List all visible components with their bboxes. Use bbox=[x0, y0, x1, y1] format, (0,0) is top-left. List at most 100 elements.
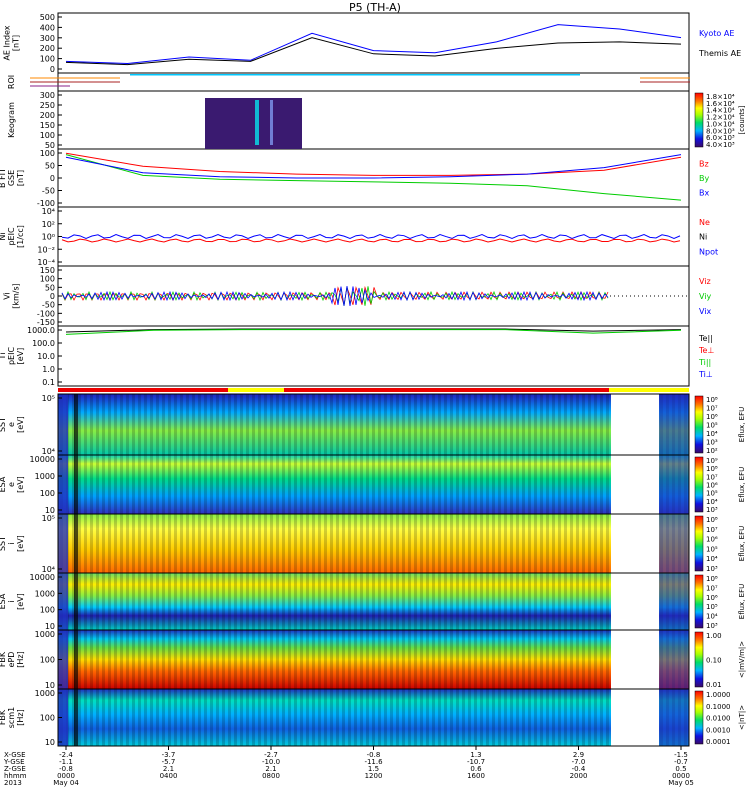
colorbar-label: [counts] bbox=[738, 105, 746, 134]
colorbar-tick: 10⁷ bbox=[706, 584, 718, 592]
xtick-date: May 05 bbox=[668, 779, 694, 787]
panel-frame bbox=[57, 12, 690, 74]
series-te- bbox=[65, 328, 682, 333]
legend-bfit: Bz bbox=[699, 160, 709, 169]
ytick-label: -50 bbox=[42, 187, 55, 196]
colorbar-tick: 0.0100 bbox=[706, 715, 731, 723]
ytick-label: 1000.0 bbox=[27, 326, 55, 335]
boundary-line bbox=[74, 514, 78, 573]
colorbar-tick: 10⁴ bbox=[706, 498, 718, 506]
ytick-label: 0.1 bbox=[42, 378, 55, 387]
spectrogram-texture bbox=[58, 630, 689, 689]
colorbar-tick: 10³ bbox=[706, 506, 718, 514]
ytick-label: 0 bbox=[50, 292, 55, 301]
data-gap bbox=[611, 689, 659, 746]
series-bx bbox=[65, 154, 682, 179]
ylabel-line: i bbox=[7, 600, 16, 602]
spectrogram-texture bbox=[58, 573, 689, 630]
ylabel-line: FBK bbox=[0, 651, 7, 667]
colorbar-label: Eflux, EFU bbox=[738, 467, 746, 502]
ylabel-esa_e: ESAe[eV] bbox=[0, 476, 25, 493]
colorbar-fbk_e12 bbox=[694, 631, 704, 688]
colorbar-label: <|nT|> bbox=[738, 705, 746, 730]
colorbar-tick: 10⁷ bbox=[706, 405, 718, 413]
colorbar-tick: 0.10 bbox=[706, 657, 722, 665]
colorbar-label: Eflux, EFU bbox=[738, 584, 746, 619]
keogram-image bbox=[205, 98, 302, 149]
ylabel-line: [eV] bbox=[16, 476, 25, 493]
ytick-label: 300 bbox=[40, 34, 55, 43]
ylabel-line: Vi bbox=[3, 292, 12, 300]
xtick-date: May 04 bbox=[53, 779, 79, 787]
boundary-line bbox=[74, 455, 78, 514]
colorbar-tick: 10² bbox=[706, 447, 718, 455]
data-gap bbox=[611, 394, 659, 455]
legend-ni: Npot bbox=[699, 247, 718, 256]
series-bz bbox=[65, 152, 682, 176]
ylabel-ae: AE Index[nT] bbox=[3, 25, 21, 60]
data-gap bbox=[611, 573, 659, 630]
colorbar-label: <|mV/m|> bbox=[738, 641, 746, 678]
data-gap bbox=[611, 455, 659, 514]
ytick-label: 300 bbox=[40, 91, 55, 100]
boundary-band bbox=[659, 514, 689, 573]
state-bar-red bbox=[284, 388, 609, 392]
ytick-label: 50 bbox=[45, 141, 55, 150]
colorbar-tick: 1.2×10⁴ bbox=[706, 114, 735, 122]
ytick-label: 100 bbox=[40, 55, 55, 64]
ylabel-line: [eV] bbox=[16, 416, 25, 433]
boundary-band bbox=[58, 573, 68, 630]
boundary-band bbox=[58, 689, 68, 746]
colorbar-tick: 10⁶ bbox=[706, 536, 718, 544]
roi-bar bbox=[130, 74, 580, 76]
xtick-value: -10.7 bbox=[467, 758, 485, 766]
panel-sst_e: SSTe[eV]10⁵10⁴10⁸10⁷10⁶10⁵10⁴10³10²Eflux… bbox=[0, 393, 746, 456]
ylabel-line: [eV] bbox=[16, 593, 25, 610]
ylabel-line: [Hz] bbox=[16, 709, 25, 725]
xtick-value: 2.9 bbox=[573, 751, 584, 759]
panel-keogram: Keogram300250200150100501.8×10⁴1.6×10⁴1.… bbox=[7, 90, 746, 150]
ytick-label: -150 bbox=[37, 318, 55, 327]
xtick-value: 1200 bbox=[365, 772, 383, 780]
xtick-value: 1600 bbox=[467, 772, 485, 780]
xtick-value: -0.7 bbox=[674, 758, 688, 766]
ytick-label: 100 bbox=[40, 606, 55, 615]
ylabel-line: [km/s] bbox=[12, 283, 21, 309]
ylabel-bfit: B FITGSE[nT] bbox=[0, 168, 25, 188]
ylabel-line: B FIT bbox=[0, 168, 7, 188]
spectrogram-texture bbox=[58, 514, 689, 573]
legend-ti: Ti|| bbox=[698, 358, 711, 367]
ytick-label: 10000 bbox=[30, 455, 55, 464]
xaxis-row-label: Y-GSE bbox=[3, 758, 25, 766]
xtick-value: 2000 bbox=[570, 772, 588, 780]
boundary-line bbox=[74, 689, 78, 746]
ytick-label: 100 bbox=[40, 131, 55, 140]
colorbar-tick: 10⁴ bbox=[706, 555, 718, 563]
keogram-aurora bbox=[255, 100, 259, 145]
boundary-line bbox=[74, 394, 78, 455]
xtick-value: 2.1 bbox=[163, 765, 174, 773]
ytick-label: 10⁴ bbox=[42, 447, 55, 456]
boundary-band bbox=[659, 689, 689, 746]
boundary-line bbox=[74, 573, 78, 630]
xtick-value: 2.1 bbox=[265, 765, 276, 773]
ytick-label: -100 bbox=[37, 199, 55, 208]
ytick-label: 10 bbox=[45, 506, 55, 515]
data-gap bbox=[611, 630, 659, 689]
ytick-label: 250 bbox=[40, 101, 55, 110]
legend-ti: Te⊥ bbox=[698, 346, 714, 355]
ylabel-line: [eV] bbox=[16, 535, 25, 552]
boundary-band bbox=[58, 394, 68, 455]
ylabel-roi: ROI bbox=[7, 75, 16, 89]
colorbar-tick: 10³ bbox=[706, 439, 718, 447]
colorbar-tick: 10⁶ bbox=[706, 413, 718, 421]
state-bar-yellow bbox=[609, 388, 689, 392]
xtick-value: -0.8 bbox=[59, 765, 73, 773]
ytick-label: 400 bbox=[40, 23, 55, 32]
xtick-value: 0.6 bbox=[470, 765, 482, 773]
spectrogram-texture bbox=[58, 394, 689, 455]
colorbar-tick: 1.6×10⁴ bbox=[706, 100, 735, 108]
ytick-label: 100 bbox=[40, 714, 55, 723]
colorbar-tick: 0.0001 bbox=[706, 738, 731, 746]
